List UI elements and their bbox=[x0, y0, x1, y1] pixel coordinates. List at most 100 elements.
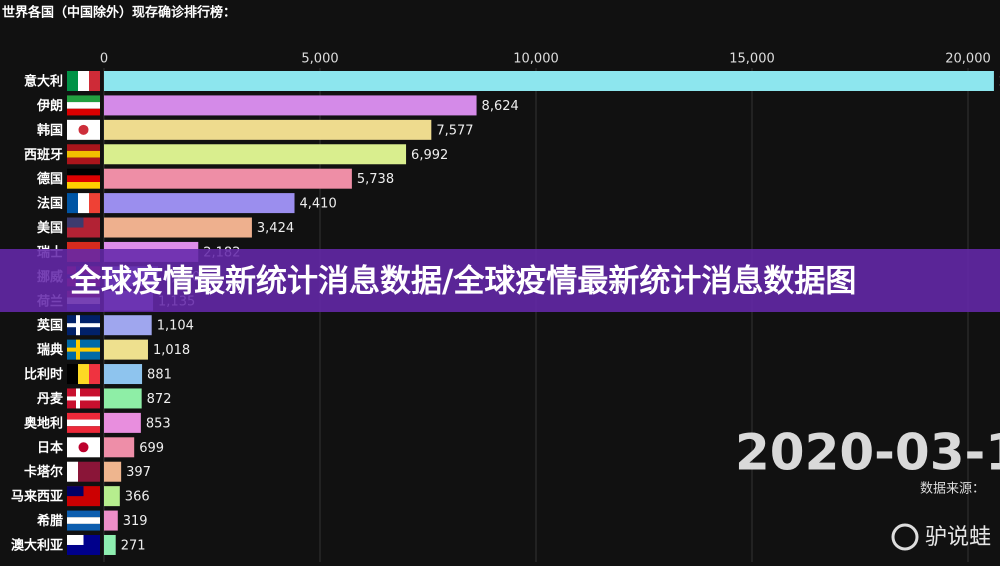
flag-part bbox=[78, 71, 89, 91]
bar bbox=[104, 315, 152, 336]
chart-title: 世界各国（中国除外）现存确诊排行榜： bbox=[2, 5, 236, 21]
bar bbox=[104, 437, 135, 458]
flag-part bbox=[89, 461, 100, 482]
y-tick-label: 美国 bbox=[37, 220, 63, 236]
flag-part bbox=[78, 364, 89, 385]
x-tick-label: 5,000 bbox=[301, 52, 338, 67]
flag-icon bbox=[67, 534, 100, 555]
flag-icon bbox=[67, 412, 100, 433]
bar bbox=[104, 71, 994, 91]
bar bbox=[104, 461, 122, 482]
flag-part bbox=[67, 175, 100, 183]
flag-part bbox=[67, 150, 100, 158]
flag-part bbox=[67, 486, 84, 497]
flag-icon bbox=[67, 315, 100, 336]
date-label: 2020-03-1 bbox=[735, 424, 1000, 482]
flag-part bbox=[67, 419, 100, 427]
flag-part bbox=[67, 534, 84, 545]
flag-part bbox=[67, 71, 78, 91]
y-tick-label: 伊朗 bbox=[36, 98, 63, 114]
bar bbox=[104, 510, 118, 531]
bar bbox=[104, 217, 252, 238]
flag-part bbox=[89, 193, 100, 214]
bar bbox=[104, 193, 295, 214]
y-tick-label: 瑞典 bbox=[37, 342, 63, 358]
y-tick-label: 澳大利亚 bbox=[11, 537, 63, 553]
y-tick-label: 日本 bbox=[37, 440, 63, 456]
y-tick-label: 法国 bbox=[37, 196, 63, 212]
value-label: 366 bbox=[125, 490, 150, 505]
value-label: 20,600 bbox=[999, 75, 1000, 90]
y-tick-label: 西班牙 bbox=[24, 147, 63, 163]
flag-part bbox=[67, 182, 100, 189]
value-label: 853 bbox=[146, 416, 171, 431]
flag-part bbox=[67, 412, 100, 420]
bar bbox=[104, 144, 407, 165]
flag-part bbox=[67, 364, 78, 385]
y-tick-label: 德国 bbox=[37, 171, 63, 187]
flag-part bbox=[67, 95, 100, 103]
value-label: 5,738 bbox=[357, 172, 394, 187]
flag-part bbox=[67, 108, 100, 116]
bar bbox=[104, 412, 141, 433]
y-tick-label: 奥地利 bbox=[24, 415, 63, 431]
flag-icon bbox=[67, 95, 100, 116]
bar bbox=[104, 486, 120, 507]
x-tick-label: 20,000 bbox=[945, 52, 991, 67]
value-label: 1,104 bbox=[157, 319, 194, 334]
watermark-icon bbox=[891, 523, 919, 551]
y-tick-label: 韩国 bbox=[37, 122, 63, 138]
flag-part bbox=[78, 442, 89, 453]
flag-part bbox=[67, 426, 100, 433]
value-label: 8,624 bbox=[482, 99, 519, 114]
watermark: 驴说蛙 bbox=[925, 525, 991, 550]
flag-part bbox=[67, 157, 100, 165]
y-tick-label: 意大利 bbox=[24, 74, 63, 90]
x-tick-label: 0 bbox=[100, 52, 108, 67]
bar bbox=[104, 364, 143, 385]
source-label: 数据来源： bbox=[920, 482, 985, 497]
value-label: 7,577 bbox=[436, 123, 473, 138]
value-label: 1,018 bbox=[153, 343, 190, 358]
flag-part bbox=[78, 124, 89, 135]
y-tick-label: 卡塔尔 bbox=[24, 464, 63, 480]
flag-icon bbox=[67, 168, 100, 189]
flag-part bbox=[67, 193, 78, 214]
y-tick-label: 丹麦 bbox=[37, 391, 64, 407]
bar bbox=[104, 339, 148, 360]
bar bbox=[104, 388, 142, 409]
flag-icon bbox=[67, 71, 100, 91]
banner-text: 全球疫情最新统计消息数据/全球疫情最新统计消息数据图 bbox=[69, 264, 856, 300]
flag-icon bbox=[67, 461, 100, 482]
value-label: 4,410 bbox=[300, 197, 337, 212]
flag-part bbox=[67, 347, 100, 352]
flag-part bbox=[67, 461, 78, 482]
value-label: 397 bbox=[126, 465, 151, 480]
banner-background bbox=[0, 249, 1000, 312]
y-tick-label: 马来西亚 bbox=[11, 489, 63, 505]
flag-icon bbox=[67, 388, 100, 409]
value-label: 319 bbox=[123, 514, 148, 529]
flag-part bbox=[89, 364, 100, 385]
flag-part bbox=[78, 461, 89, 482]
flag-part bbox=[67, 168, 100, 176]
flag-part bbox=[67, 323, 100, 328]
value-label: 6,992 bbox=[411, 148, 448, 163]
flag-icon bbox=[67, 119, 100, 140]
flag-part bbox=[67, 217, 84, 228]
y-tick-label: 希腊 bbox=[37, 513, 63, 529]
flag-part bbox=[67, 523, 100, 531]
flag-icon bbox=[67, 437, 100, 458]
flag-icon bbox=[67, 193, 100, 214]
bar bbox=[104, 168, 352, 189]
bar bbox=[104, 534, 116, 555]
flag-icon bbox=[67, 217, 100, 238]
value-label: 271 bbox=[121, 538, 146, 553]
bar bbox=[104, 119, 432, 140]
value-label: 699 bbox=[139, 441, 164, 456]
y-tick-label: 英国 bbox=[36, 318, 63, 334]
flag-icon bbox=[67, 486, 100, 507]
flag-part bbox=[67, 144, 100, 151]
